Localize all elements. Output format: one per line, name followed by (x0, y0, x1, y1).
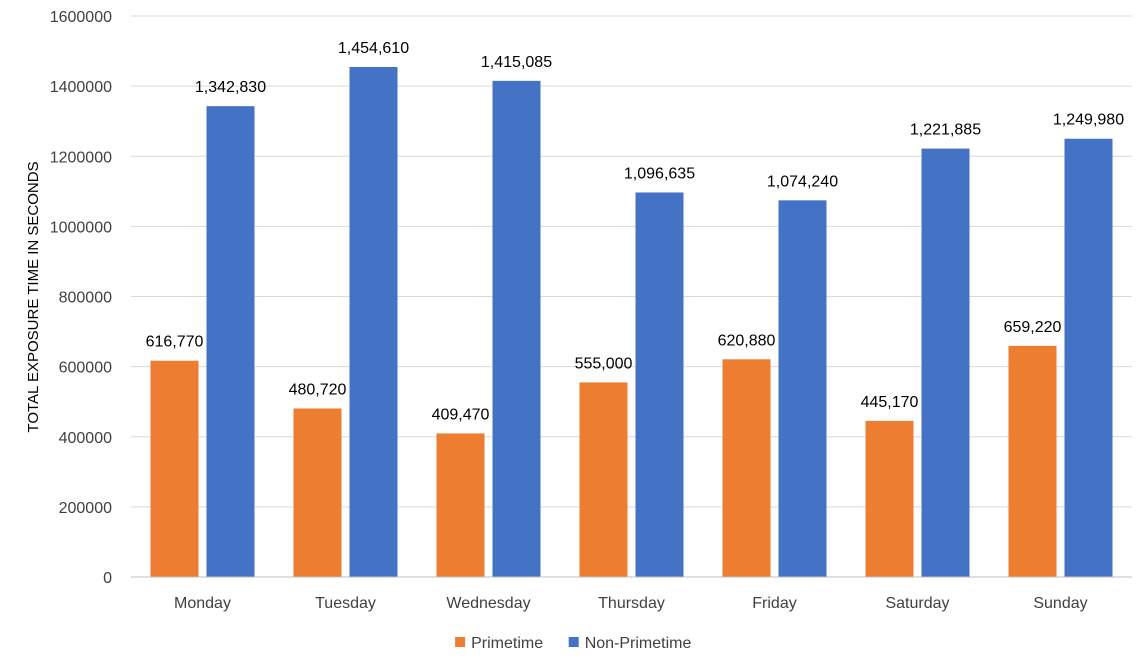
axes: 0 200000 400000 600000 800000 1000000 1200000 1… (50, 9, 1132, 612)
bar-primetime-friday (722, 359, 771, 577)
y-tick-label: 400000 (59, 430, 112, 447)
data-label-non-primetime-saturday: 1,221,885 (910, 122, 981, 139)
bar-non-primetime-thursday (635, 192, 684, 577)
bar-non-primetime-tuesday (349, 66, 398, 578)
y-tick-label: 600000 (59, 360, 112, 377)
y-tick-label: 0 (103, 570, 112, 587)
legend-label-non-primetime: Non-Primetime (585, 635, 692, 652)
legend: Primetime Non-Primetime (455, 635, 691, 652)
y-tick-label: 1600000 (50, 9, 112, 26)
legend-item-non-primetime: Non-Primetime (568, 635, 692, 652)
y-tick-label: 1000000 (50, 219, 112, 236)
bar-non-primetime-monday (206, 106, 255, 578)
data-label-primetime-friday: 620,880 (718, 332, 776, 349)
x-tick-label-friday: Friday (752, 595, 796, 612)
bar-primetime-tuesday (293, 408, 342, 577)
data-label-primetime-tuesday: 480,720 (289, 381, 347, 398)
bar-non-primetime-wednesday (492, 80, 541, 578)
x-tick-label-tuesday: Tuesday (315, 595, 376, 612)
data-label-non-primetime-wednesday: 1,415,085 (481, 54, 552, 71)
data-labels: 616,770 1,342,830 480,720 1,454,610 409,470 1… (146, 40, 1125, 423)
data-label-non-primetime-sunday: 1,249,980 (1053, 112, 1124, 129)
bar-primetime-sunday (1008, 345, 1057, 577)
bar-primetime-saturday (865, 420, 914, 577)
legend-item-primetime: Primetime (455, 635, 543, 652)
bar-non-primetime-friday (778, 200, 827, 577)
y-tick-label: 200000 (59, 500, 112, 517)
bar-non-primetime-sunday (1064, 138, 1113, 577)
data-label-primetime-thursday: 555,000 (575, 355, 633, 372)
x-tick-label-wednesday: Wednesday (446, 595, 530, 612)
data-label-non-primetime-thursday: 1,096,635 (624, 165, 695, 182)
bars (150, 66, 1113, 578)
data-label-non-primetime-friday: 1,074,240 (767, 173, 838, 190)
data-label-non-primetime-tuesday: 1,454,610 (338, 40, 409, 57)
bar-primetime-wednesday (436, 433, 485, 577)
legend-swatch-primetime (455, 637, 466, 647)
y-tick-label: 800000 (59, 290, 112, 307)
bar-primetime-thursday (579, 382, 628, 577)
y-axis-title: TOTAL EXPOSURE TIME IN SECONDS (25, 161, 42, 432)
legend-label-primetime: Primetime (471, 635, 543, 652)
x-tick-label-sunday: Sunday (1033, 595, 1087, 612)
bar-primetime-monday (150, 360, 199, 577)
data-label-primetime-wednesday: 409,470 (432, 406, 490, 423)
bar-non-primetime-saturday (921, 148, 970, 577)
x-tick-label-thursday: Thursday (598, 595, 665, 612)
data-label-primetime-sunday: 659,220 (1004, 319, 1062, 336)
data-label-primetime-monday: 616,770 (146, 334, 204, 351)
x-tick-label-saturday: Saturday (885, 595, 949, 612)
legend-swatch-non-primetime (568, 637, 579, 647)
y-tick-label: 1400000 (50, 79, 112, 96)
gridlines (131, 15, 1132, 508)
y-tick-label: 1200000 (50, 149, 112, 166)
x-tick-label-monday: Monday (174, 595, 231, 612)
data-label-primetime-saturday: 445,170 (861, 394, 919, 411)
data-label-non-primetime-monday: 1,342,830 (195, 79, 266, 96)
